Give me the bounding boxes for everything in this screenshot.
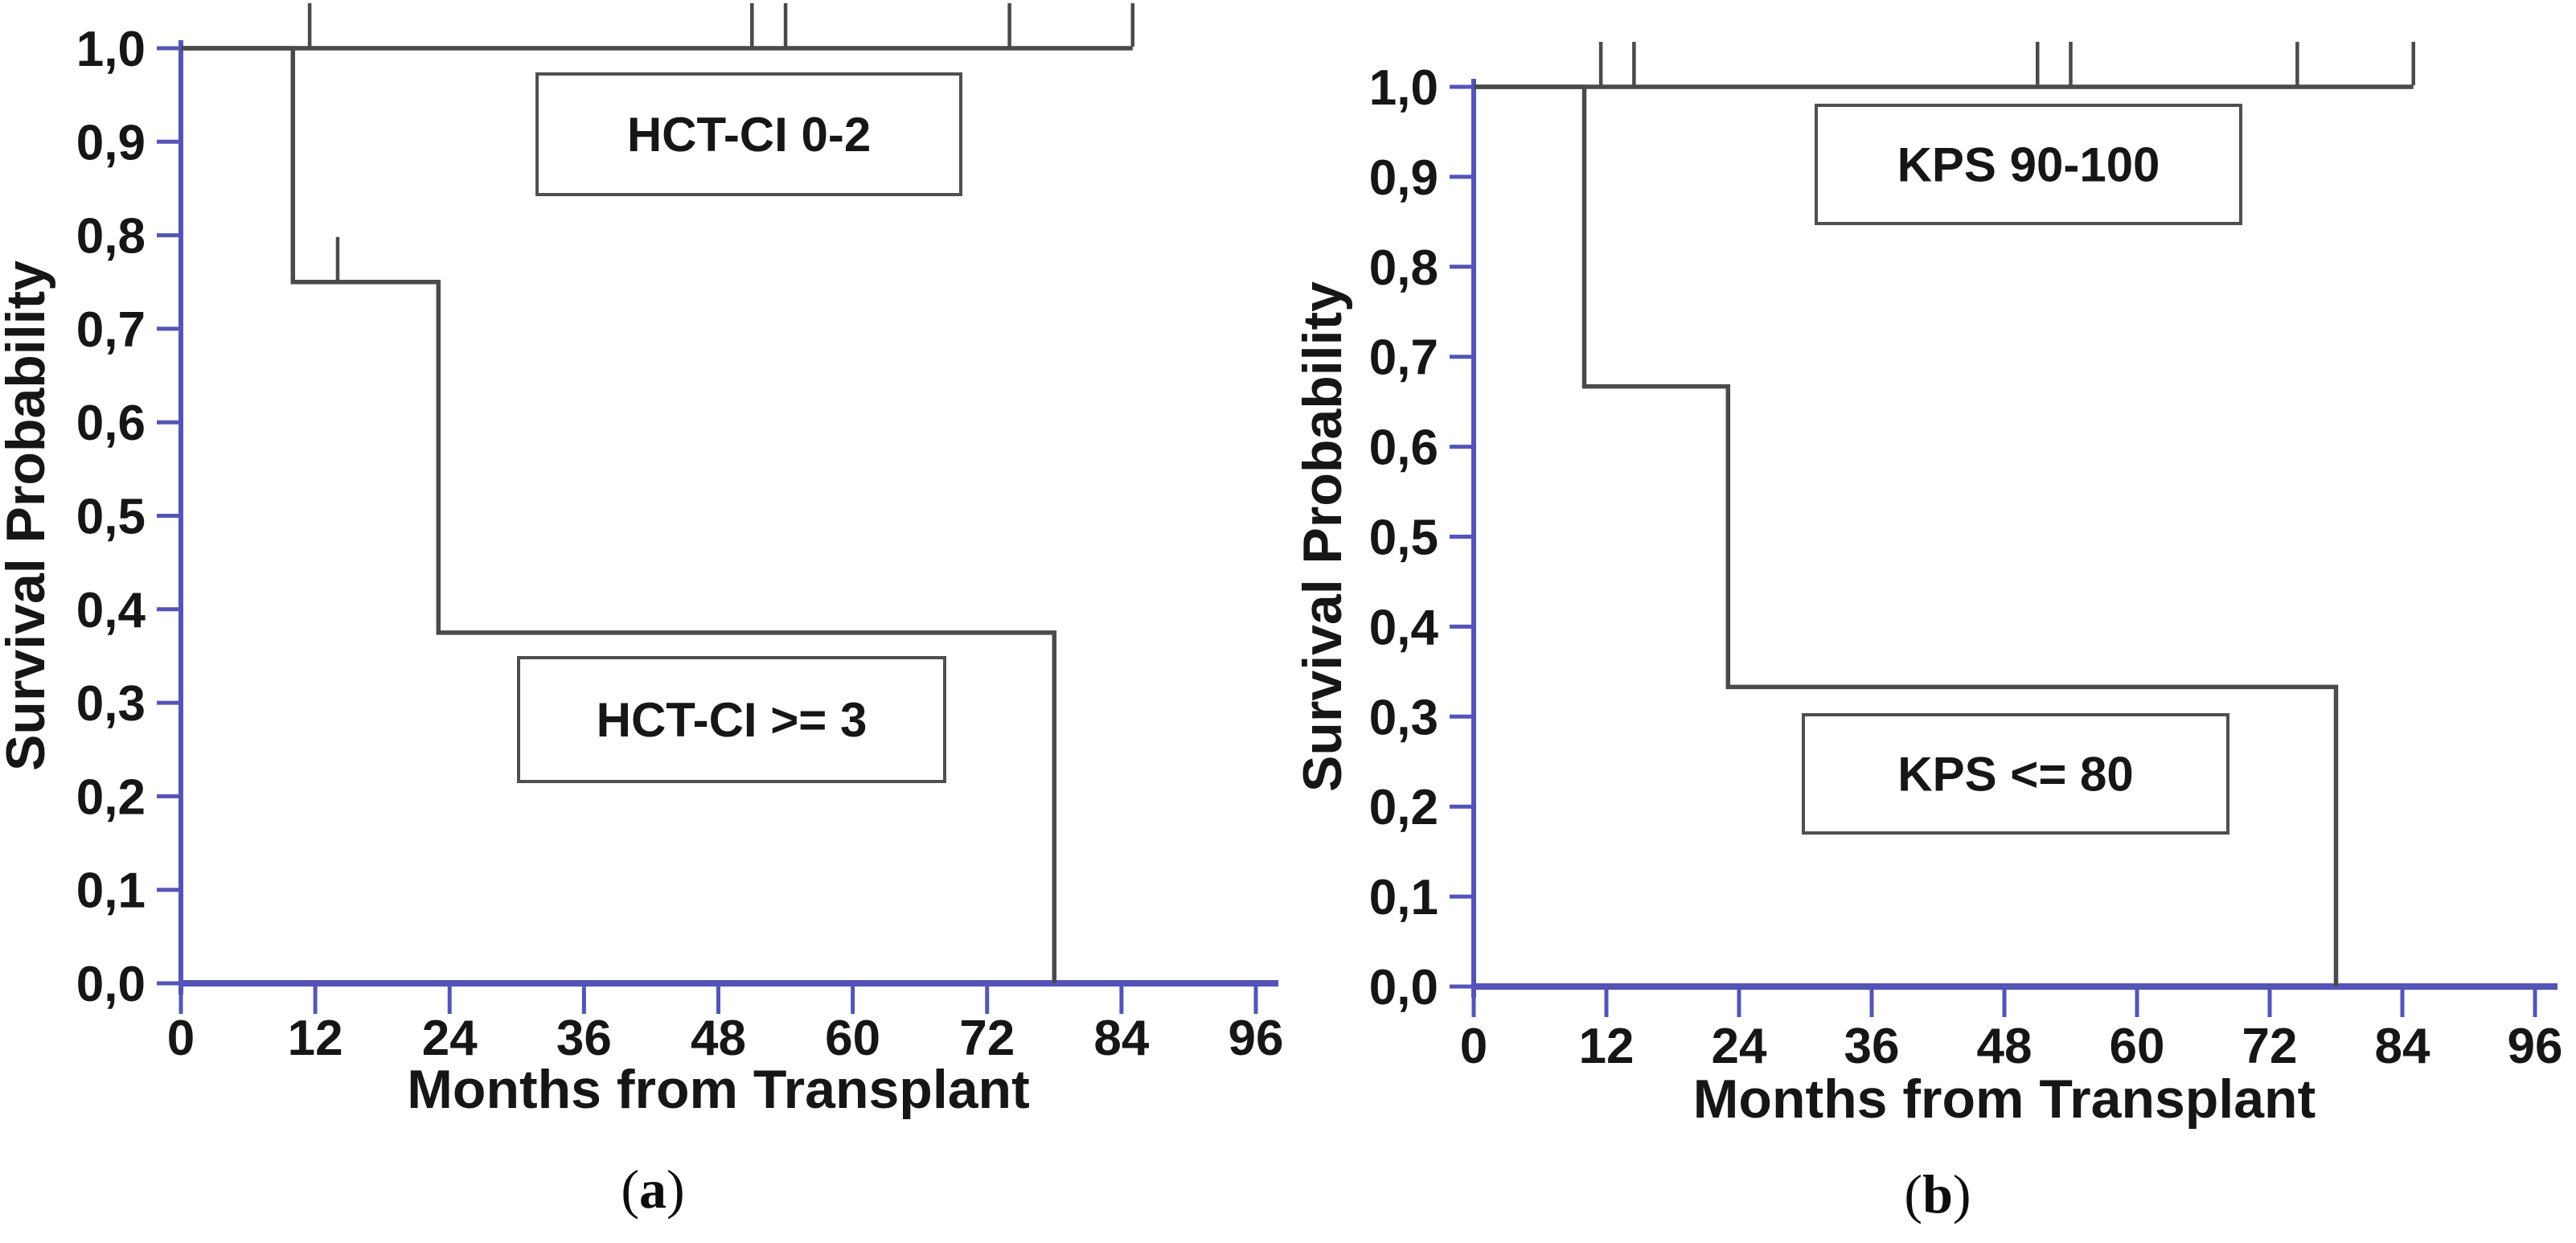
x-tick-label: 36 [556, 1011, 612, 1066]
y-tick-label: 0,5 [76, 490, 146, 545]
x-axis-title: Months from Transplant [407, 1059, 1029, 1120]
y-tick-label: 0,0 [76, 957, 146, 1012]
series-label: HCT-CI 0-2 [627, 108, 871, 162]
x-tick-label: 48 [691, 1011, 746, 1066]
y-tick-label: 0,9 [76, 115, 146, 170]
y-tick-label: 0,5 [1369, 511, 1438, 566]
y-tick-label: 0,6 [76, 396, 146, 451]
y-tick-label: 0,8 [76, 209, 146, 265]
x-tick-label: 84 [2375, 1019, 2430, 1074]
x-tick-label: 60 [2110, 1019, 2165, 1074]
y-tick-label: 0,2 [1369, 780, 1438, 835]
x-tick-label: 24 [1712, 1019, 1767, 1074]
series-label: KPS 90-100 [1897, 138, 2160, 192]
caption-a-letter: a [639, 1159, 667, 1220]
series-label: KPS <= 80 [1897, 748, 2134, 802]
caption-a-open: ( [621, 1159, 639, 1220]
x-tick-label: 0 [1460, 1019, 1487, 1074]
x-tick-label: 12 [1579, 1019, 1635, 1074]
y-tick-label: 0,3 [1369, 690, 1438, 745]
x-tick-label: 12 [288, 1011, 343, 1066]
y-tick-label: 0,8 [1369, 240, 1438, 296]
x-tick-label: 96 [2508, 1019, 2563, 1074]
caption-b-letter: b [1922, 1163, 1953, 1225]
series-label-box [1815, 104, 2242, 225]
caption-a-close: ) [667, 1159, 685, 1220]
x-tick-label: 48 [1977, 1019, 2032, 1074]
x-tick-label: 84 [1093, 1011, 1149, 1066]
y-tick-label: 0,3 [76, 676, 146, 732]
y-tick-label: 0,1 [1369, 870, 1438, 925]
km-curve-series-2 [1474, 84, 2339, 987]
x-tick-label: 60 [825, 1011, 880, 1066]
caption-b: (b) [1904, 1163, 1971, 1226]
x-tick-label: 0 [167, 1011, 195, 1066]
series-label-box [1802, 713, 2229, 835]
x-tick-label: 96 [1229, 1011, 1284, 1066]
series-label-box [535, 72, 962, 196]
y-tick-label: 0,7 [76, 302, 146, 358]
caption-b-open: ( [1904, 1163, 1923, 1225]
y-tick-label: 0,6 [1369, 420, 1438, 476]
x-tick-label: 24 [422, 1011, 478, 1066]
y-tick-label: 1,0 [76, 22, 146, 77]
x-tick-label: 72 [959, 1011, 1015, 1066]
y-axis-title: Survival Probability [0, 260, 56, 771]
y-tick-label: 0,0 [1369, 960, 1438, 1015]
y-tick-label: 1,0 [1369, 60, 1438, 116]
series-label: HCT-CI >= 3 [597, 693, 868, 747]
x-tick-label: 36 [1844, 1019, 1900, 1074]
x-tick-label: 72 [2242, 1019, 2298, 1074]
y-tick-label: 0,4 [76, 583, 146, 638]
km-curve-series-2 [181, 46, 1057, 983]
y-tick-label: 0,1 [76, 864, 146, 919]
caption-a: (a) [621, 1158, 684, 1221]
series-label-box [517, 656, 946, 783]
x-axis-title: Months from Transplant [1693, 1069, 2316, 1130]
y-tick-label: 0,7 [1369, 330, 1438, 386]
y-tick-label: 0,2 [76, 769, 146, 825]
caption-b-close: ) [1952, 1163, 1971, 1225]
y-tick-label: 0,9 [1369, 150, 1438, 206]
y-axis-title: Survival Probability [1292, 281, 1353, 792]
y-tick-label: 0,4 [1369, 600, 1439, 655]
